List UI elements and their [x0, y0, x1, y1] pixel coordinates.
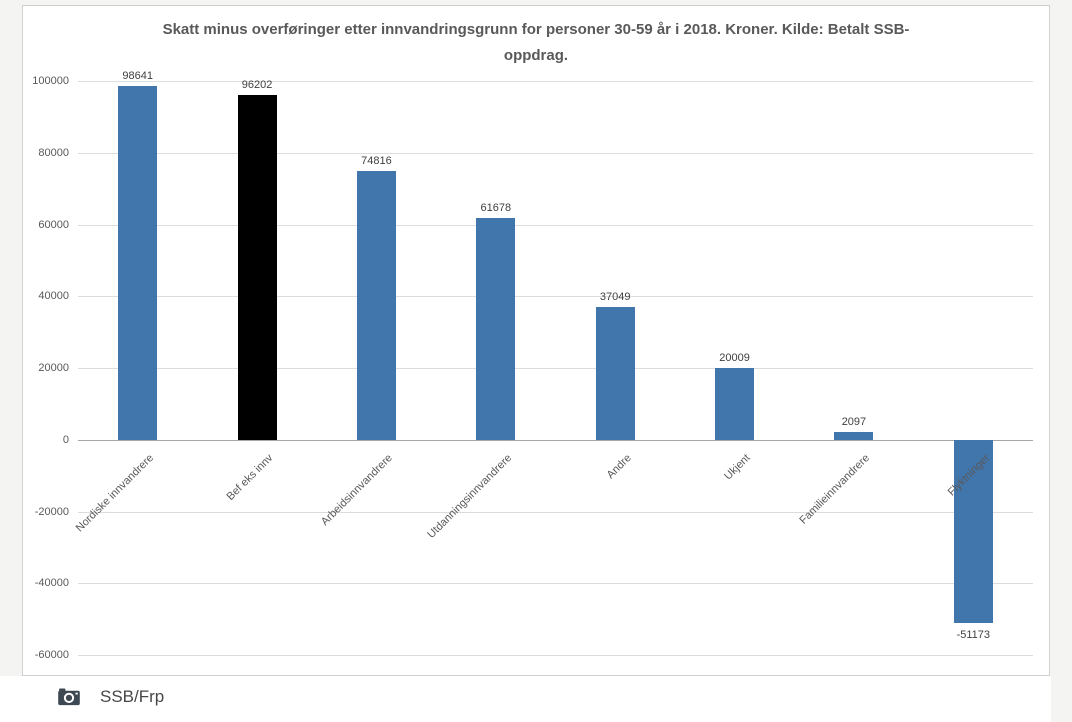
category-label: Andre	[604, 451, 634, 481]
plot-area: 100000 80000 60000 40000 20000 0 -20000 -40000 -…	[32, 70, 1033, 661]
y-axis-tick-label: -60000	[34, 649, 69, 661]
gridline	[78, 81, 1033, 82]
y-axis-tick-label: 80000	[38, 146, 69, 159]
gridline	[78, 152, 1033, 154]
bar	[595, 306, 635, 440]
category-label: Utdanningsinnvandrere	[425, 451, 515, 541]
category-label: Familieinnvandrere	[797, 451, 873, 527]
zero-axis-line	[78, 439, 1033, 441]
y-axis-tick-label: 100000	[32, 75, 69, 87]
chart-card: Skatt minus overføringer etter innvandri…	[22, 5, 1050, 676]
gridline	[78, 655, 1033, 656]
bar	[356, 171, 396, 440]
category-label: Ukjent	[722, 451, 754, 483]
chart-title: Skatt minus overføringer etter innvandri…	[162, 21, 910, 64]
bar	[237, 94, 277, 440]
bar	[834, 432, 874, 440]
bar-value-label: 98641	[122, 69, 153, 82]
gridline	[78, 511, 1033, 513]
source-caption: SSB/Frp	[58, 684, 164, 710]
bar-value-label: 61678	[480, 202, 512, 215]
footer-strip	[0, 676, 1051, 722]
gridline	[78, 583, 1033, 585]
bar-value-label: 96202	[241, 78, 273, 91]
camera-icon	[58, 688, 80, 706]
category-label: Bef eks innv	[224, 451, 276, 503]
bar	[118, 85, 158, 440]
gridline	[78, 368, 1033, 369]
gridline	[78, 224, 1033, 226]
y-axis-tick-label: 40000	[38, 290, 69, 303]
bar	[953, 439, 993, 624]
y-axis-tick-label: 60000	[38, 218, 69, 231]
y-axis-tick-label: 20000	[38, 362, 69, 374]
y-axis-tick-label: -20000	[34, 505, 69, 518]
source-caption-text: SSB/Frp	[100, 687, 165, 706]
bar-value-label: -51173	[956, 629, 991, 642]
bar-value-label: 2097	[841, 416, 867, 429]
bar-value-label: 74816	[361, 155, 392, 168]
bar-value-label: 37049	[599, 290, 631, 303]
category-label: Nordiske innvandrere	[73, 451, 157, 535]
bar-value-label: 20009	[719, 351, 750, 364]
y-axis-tick-label: 0	[62, 433, 69, 446]
category-label: Arbeidsinnvandrere	[318, 451, 395, 528]
bar	[715, 367, 755, 440]
y-axis-tick-label: -40000	[34, 577, 69, 590]
gridline	[78, 296, 1033, 298]
bar	[476, 218, 516, 440]
